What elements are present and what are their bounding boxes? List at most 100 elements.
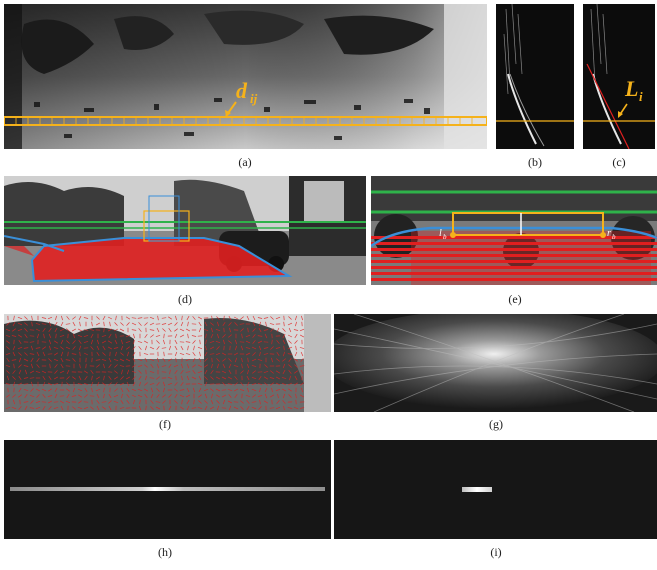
orientation-stroke [221, 370, 227, 374]
orientation-stroke [263, 370, 269, 374]
orientation-stroke [294, 315, 298, 321]
orientation-stroke [30, 363, 34, 369]
orientation-stroke [54, 321, 58, 327]
orientation-stroke [60, 351, 64, 357]
orientation-stroke [125, 340, 131, 344]
orientation-stroke [48, 376, 52, 380]
orientation-stroke [83, 382, 89, 386]
orientation-stroke [29, 370, 35, 374]
orientation-stroke [156, 382, 160, 386]
orientation-stroke [89, 329, 95, 331]
orientation-stroke [17, 394, 23, 398]
orientation-stroke [114, 376, 118, 380]
orientation-stroke [215, 328, 221, 332]
orientation-stroke [102, 352, 106, 356]
orientation-stroke [265, 321, 267, 327]
orientation-stroke [90, 339, 94, 345]
orientation-stroke [258, 345, 262, 351]
orientation-stroke [49, 345, 51, 351]
orientation-stroke [198, 400, 202, 404]
orientation-stroke [114, 388, 118, 392]
orientation-stroke [293, 406, 299, 410]
orientation-stroke [294, 351, 298, 357]
orientation-stroke [83, 329, 89, 331]
orientation-stroke [157, 315, 159, 321]
orientation-stroke [55, 333, 57, 339]
orientation-stroke [127, 351, 129, 357]
orientation-stroke [24, 316, 28, 320]
orientation-stroke [114, 322, 118, 326]
orientation-stroke [216, 346, 220, 350]
panel-c-road-profile: L i [583, 4, 655, 149]
orientation-stroke [174, 369, 178, 375]
orientation-stroke [263, 400, 269, 404]
orientation-stroke [246, 381, 250, 387]
orientation-stroke [240, 345, 244, 351]
orientation-stroke [282, 393, 286, 399]
orientation-stroke [187, 321, 189, 327]
orientation-stroke [216, 405, 220, 411]
orientation-stroke [149, 383, 155, 385]
orientation-stroke [287, 334, 293, 338]
orientation-stroke [287, 346, 293, 350]
orientation-stroke [221, 394, 227, 398]
orientation-stroke [29, 394, 35, 398]
orientation-stroke [101, 359, 107, 361]
orientation-stroke [113, 359, 119, 361]
orientation-stroke [227, 389, 233, 391]
orientation-stroke [125, 334, 131, 338]
panel-e-zoomed-segmentation: l b r b [371, 176, 657, 285]
orientation-stroke [101, 335, 107, 337]
orientation-stroke [126, 400, 130, 404]
orientation-stroke [155, 401, 161, 403]
orientation-stroke [211, 315, 213, 321]
orientation-stroke [13, 399, 15, 405]
orientation-stroke [197, 394, 203, 398]
orientation-stroke [239, 323, 245, 325]
orientation-stroke [185, 353, 191, 355]
orientation-stroke [71, 328, 77, 332]
orientation-stroke [275, 382, 281, 386]
orientation-stroke [35, 401, 41, 403]
orientation-stroke [35, 388, 41, 392]
orientation-stroke [263, 329, 269, 331]
orientation-stroke [41, 370, 47, 374]
orientation-stroke [282, 351, 286, 357]
orientation-stroke [23, 401, 29, 403]
orientation-stroke [103, 321, 105, 327]
orientation-stroke [48, 327, 52, 333]
orientation-stroke [294, 382, 298, 386]
orientation-stroke [161, 317, 167, 319]
orientation-stroke [6, 375, 10, 381]
caption-h: (h) [158, 545, 172, 559]
orientation-stroke [108, 405, 112, 411]
orientation-stroke [257, 382, 263, 386]
orientation-stroke [263, 347, 269, 349]
orientation-stroke [47, 316, 53, 320]
orientation-stroke [54, 364, 58, 368]
orientation-stroke [121, 339, 123, 345]
orientation-stroke [103, 363, 105, 369]
orientation-stroke [108, 382, 112, 386]
orientation-stroke [54, 340, 58, 344]
orientation-stroke [137, 394, 143, 398]
orientation-stroke [150, 400, 154, 404]
orientation-stroke [60, 363, 64, 369]
orientation-stroke [180, 381, 184, 387]
orientation-stroke [48, 333, 52, 339]
L-i-subscript: i [639, 89, 643, 104]
orientation-stroke [180, 369, 184, 375]
orientation-stroke [48, 388, 52, 392]
orientation-stroke [293, 358, 299, 362]
orientation-stroke [35, 347, 41, 349]
orientation-stroke [17, 382, 23, 386]
orientation-stroke [42, 376, 46, 380]
orientation-stroke [120, 345, 124, 351]
orientation-stroke [185, 341, 191, 343]
orientation-stroke [84, 394, 88, 398]
orientation-stroke [228, 394, 232, 398]
orientation-stroke [228, 358, 232, 362]
orientation-stroke [6, 322, 10, 326]
orientation-stroke [72, 406, 76, 410]
orientation-stroke [204, 381, 208, 387]
